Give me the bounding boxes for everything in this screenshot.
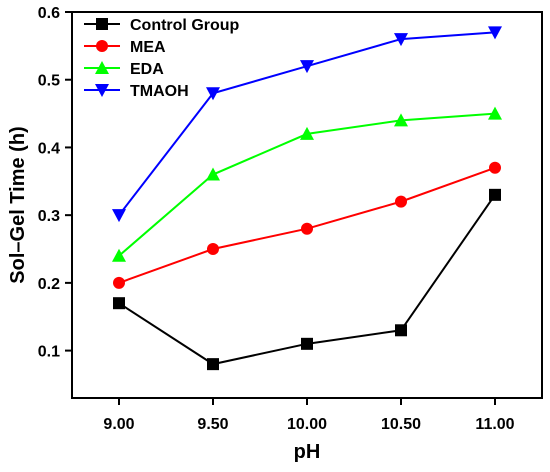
- data-point: [489, 161, 501, 174]
- data-point: [206, 167, 220, 181]
- data-point: [112, 248, 126, 262]
- legend-item-eda: EDA: [84, 61, 164, 78]
- legend-label: EDA: [130, 61, 164, 78]
- data-point: [207, 358, 219, 371]
- data-point: [395, 195, 407, 208]
- legend-marker: [96, 40, 108, 52]
- legend-marker: [95, 61, 109, 74]
- legend-item-tmaoh: TMAOH: [84, 83, 189, 100]
- data-point: [300, 60, 314, 74]
- series-tmaoh: [112, 26, 502, 223]
- y-tick-label: 0.2: [38, 276, 60, 293]
- data-point: [112, 209, 126, 223]
- data-point: [394, 113, 408, 127]
- legend-label: Control Group: [130, 17, 240, 34]
- x-tick-label: 9.50: [197, 416, 228, 433]
- axes-layer: 9.00 9.50 10.00 10.50 11.00 0.1 0.2 0.3 0.4 0.5 0.…: [38, 5, 543, 433]
- x-tick-label: 9.00: [103, 416, 134, 433]
- x-tick-label: 10.00: [287, 416, 327, 433]
- y-tick-label: 0.6: [38, 5, 60, 22]
- data-point: [113, 276, 125, 289]
- y-tick-label: 0.5: [38, 73, 60, 90]
- series-control-group: [113, 188, 501, 371]
- data-point: [206, 87, 220, 101]
- x-tick-label: 10.50: [381, 416, 421, 433]
- data-point: [488, 106, 502, 120]
- data-point: [301, 337, 313, 350]
- y-tick-label: 0.3: [38, 208, 60, 225]
- data-point: [489, 188, 501, 201]
- y-axis-title: Sol–Gel Time (h): [7, 126, 29, 283]
- legend-marker: [96, 18, 108, 30]
- data-point: [301, 222, 313, 235]
- data-point: [113, 297, 125, 310]
- legend-marker: [95, 84, 109, 97]
- data-point: [488, 26, 502, 40]
- legend-label: TMAOH: [130, 83, 189, 100]
- data-point: [207, 243, 219, 256]
- series-mea: [113, 161, 501, 289]
- data-point: [395, 324, 407, 337]
- legend: Control Group MEA EDA TMAOH: [84, 17, 240, 100]
- legend-label: MEA: [130, 39, 166, 56]
- legend-item-control-group: Control Group: [84, 17, 240, 34]
- data-point: [300, 126, 314, 140]
- x-axis-title: pH: [294, 441, 321, 463]
- legend-item-mea: MEA: [84, 39, 166, 56]
- data-point: [394, 33, 408, 47]
- x-tick-label: 11.00: [475, 416, 514, 433]
- plot-layer: [112, 26, 502, 371]
- series-eda: [112, 106, 502, 262]
- y-tick-label: 0.4: [38, 140, 60, 157]
- y-tick-label: 0.1: [38, 344, 60, 361]
